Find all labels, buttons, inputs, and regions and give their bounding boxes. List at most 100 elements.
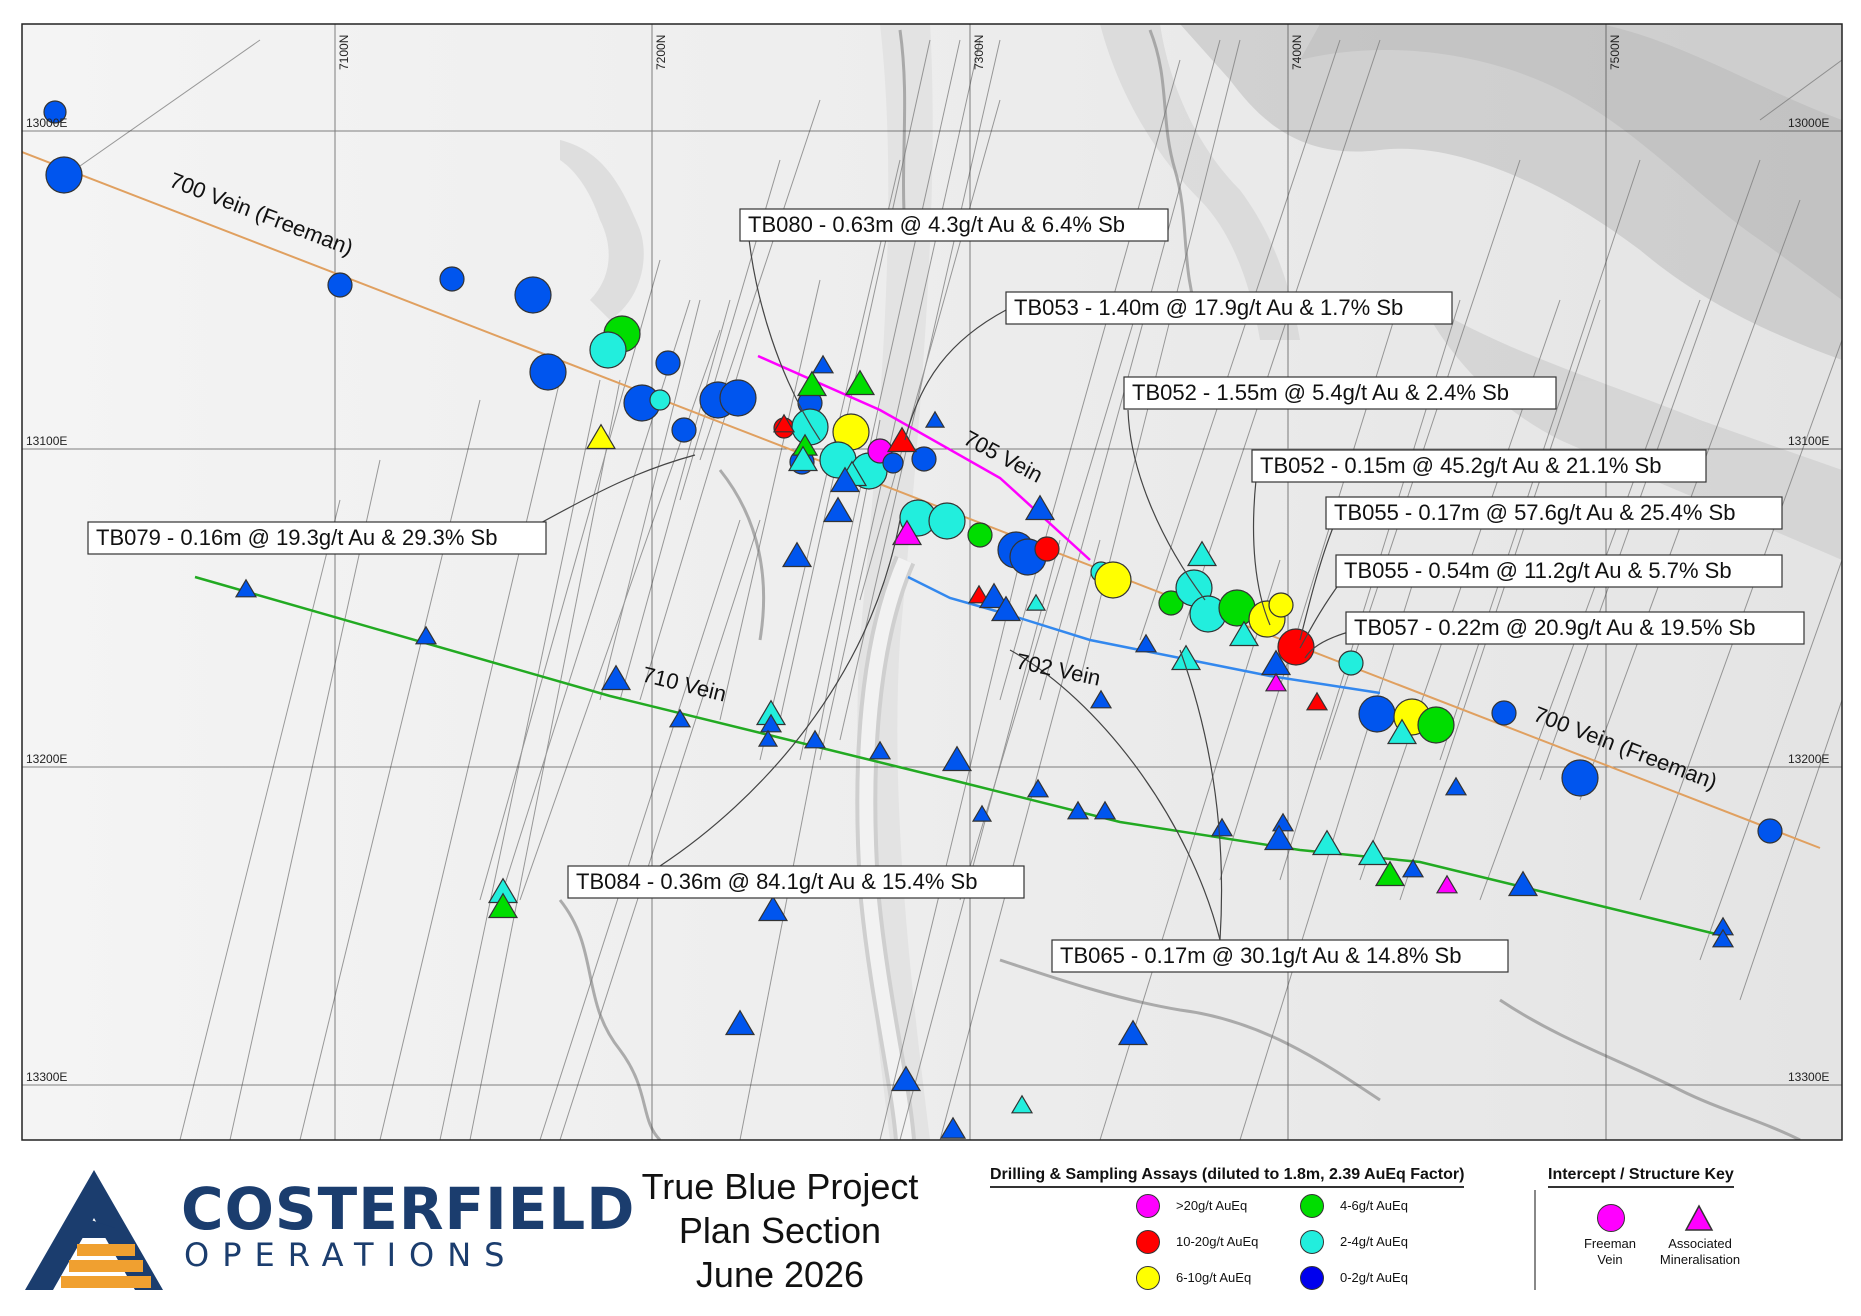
sample-circle — [882, 452, 904, 474]
sample-circle — [589, 331, 627, 369]
sample-triangle — [891, 519, 923, 546]
footer — [0, 1148, 1861, 1316]
sample-triangle — [600, 664, 632, 691]
sample-triangle — [724, 1009, 756, 1036]
grid-label-east-left: 13000E — [26, 116, 67, 130]
callout-text: TB055 - 0.17m @ 57.6g/t Au & 25.4% Sb — [1334, 500, 1735, 525]
grid-label-north: 7100N — [337, 35, 351, 70]
sample-circle — [1561, 759, 1599, 797]
sample-triangle — [1435, 874, 1459, 894]
callout-text: TB065 - 0.17m @ 30.1g/t Au & 14.8% Sb — [1060, 943, 1461, 968]
sample-triangle — [890, 1065, 922, 1092]
grid-label-east-right: 13100E — [1788, 434, 1829, 448]
sample-triangle — [1010, 1094, 1034, 1114]
callout-box — [1345, 611, 1805, 645]
sample-triangle — [941, 745, 973, 772]
grid-label-east-left: 13100E — [26, 434, 67, 448]
sample-triangle — [414, 625, 438, 645]
sample-triangle — [668, 708, 692, 728]
sample-triangle — [1711, 928, 1735, 948]
sample-circle — [655, 350, 681, 376]
sample-circle — [649, 389, 671, 411]
sample-circle — [43, 100, 67, 124]
sample-circle — [1268, 592, 1294, 618]
callout-text: TB053 - 1.40m @ 17.9g/t Au & 1.7% Sb — [1014, 295, 1403, 320]
legend-swatch-icon — [1300, 1266, 1324, 1290]
grid-label-north: 7500N — [1608, 35, 1622, 70]
callout-box — [1123, 376, 1557, 410]
logo-subtitle: OPERATIONS — [184, 1236, 518, 1274]
legend-swatch-icon — [1300, 1230, 1324, 1254]
sample-triangle — [803, 729, 827, 749]
sample-circle — [928, 502, 966, 540]
grid-label-east-left: 13300E — [26, 1070, 67, 1084]
sample-triangle — [1263, 824, 1295, 851]
plan-map: TB080 - 0.63m @ 4.3g/t Au & 6.4% Sb TB053… — [21, 23, 1843, 1141]
sample-circle — [327, 272, 353, 298]
legend-divider — [1534, 1190, 1536, 1290]
sample-circle — [911, 446, 937, 472]
callout-text: TB052 - 1.55m @ 5.4g/t Au & 2.4% Sb — [1132, 380, 1509, 405]
legend-label: >20g/t AuEq — [1176, 1198, 1248, 1213]
title-line1: True Blue Project — [641, 1166, 919, 1207]
sample-triangle — [990, 595, 1022, 622]
sample-circle — [1417, 706, 1455, 744]
sample-triangle — [796, 370, 828, 397]
grid-label-north: 7400N — [1290, 35, 1304, 70]
grid-label-east-right: 13300E — [1788, 1070, 1829, 1084]
callout-leaders — [527, 229, 1353, 941]
callout-box — [87, 521, 547, 555]
sample-circle — [719, 379, 757, 417]
sample-triangle — [1089, 689, 1113, 709]
sample-triangle — [1401, 858, 1425, 878]
costerfield-logo-icon — [25, 1170, 163, 1290]
legend-heading: Drilling & Sampling Assays (diluted to 1… — [990, 1166, 1465, 1188]
title-block: True Blue Project Plan Section June 2026 — [620, 1165, 940, 1297]
legend-label: 4-6g/t AuEq — [1340, 1198, 1408, 1213]
sample-triangle — [1170, 644, 1202, 671]
callout-text: TB084 - 0.36m @ 84.1g/t Au & 15.4% Sb — [576, 869, 977, 894]
sample-triangle — [1093, 800, 1117, 820]
sample-circle — [671, 417, 697, 443]
sample-triangle — [1507, 870, 1539, 897]
sample-triangle — [829, 466, 861, 493]
sample-circle — [45, 156, 83, 194]
sample-triangle — [787, 445, 819, 472]
sample-circle — [1277, 628, 1315, 666]
710-vein-line — [194, 575, 1721, 937]
callout-text: TB057 - 0.22m @ 20.9g/t Au & 19.5% Sb — [1354, 615, 1755, 640]
sample-circle — [439, 266, 465, 292]
sample-triangle — [757, 895, 789, 922]
sample-triangle — [1024, 494, 1056, 521]
legend-label: 6-10g/t AuEq — [1176, 1270, 1252, 1285]
legend-swatch-icon — [1136, 1194, 1160, 1218]
drainage-lines — [558, 29, 1801, 1140]
grid-label-north: 7300N — [972, 35, 986, 70]
sample-triangle — [759, 713, 783, 733]
sample-triangle — [822, 496, 854, 523]
title-line2: Plan Section — [678, 1210, 882, 1251]
sample-triangle — [868, 740, 892, 760]
sample-triangle — [811, 354, 835, 374]
legend-swatch-icon — [1300, 1194, 1324, 1218]
sample-triangle — [1228, 620, 1260, 647]
sample-triangle — [924, 410, 946, 428]
callout-box — [1251, 449, 1707, 483]
callout-box — [739, 208, 1169, 242]
sample-circle — [529, 353, 567, 391]
key-assoc-line2: Mineralisation — [1659, 1252, 1741, 1267]
drill-traces — [59, 39, 1842, 1140]
sample-triangle — [886, 426, 918, 453]
sample-circle — [967, 522, 993, 548]
key-heading: Intercept / Structure Key — [1548, 1166, 1734, 1188]
sample-triangle — [1134, 633, 1158, 653]
sample-circle — [1034, 536, 1060, 562]
callout-box — [567, 865, 1025, 899]
grid-label-east-right: 13000E — [1788, 116, 1829, 130]
legend-label: 0-2g/t AuEq — [1340, 1270, 1408, 1285]
associated-mineralisation-triangle-icon — [1684, 1204, 1714, 1231]
legend-label: 2-4g/t AuEq — [1340, 1234, 1408, 1249]
sample-circle — [1338, 650, 1364, 676]
key-freeman-line2: Vein — [1597, 1252, 1623, 1267]
grid-label-east-left: 13200E — [26, 752, 67, 766]
